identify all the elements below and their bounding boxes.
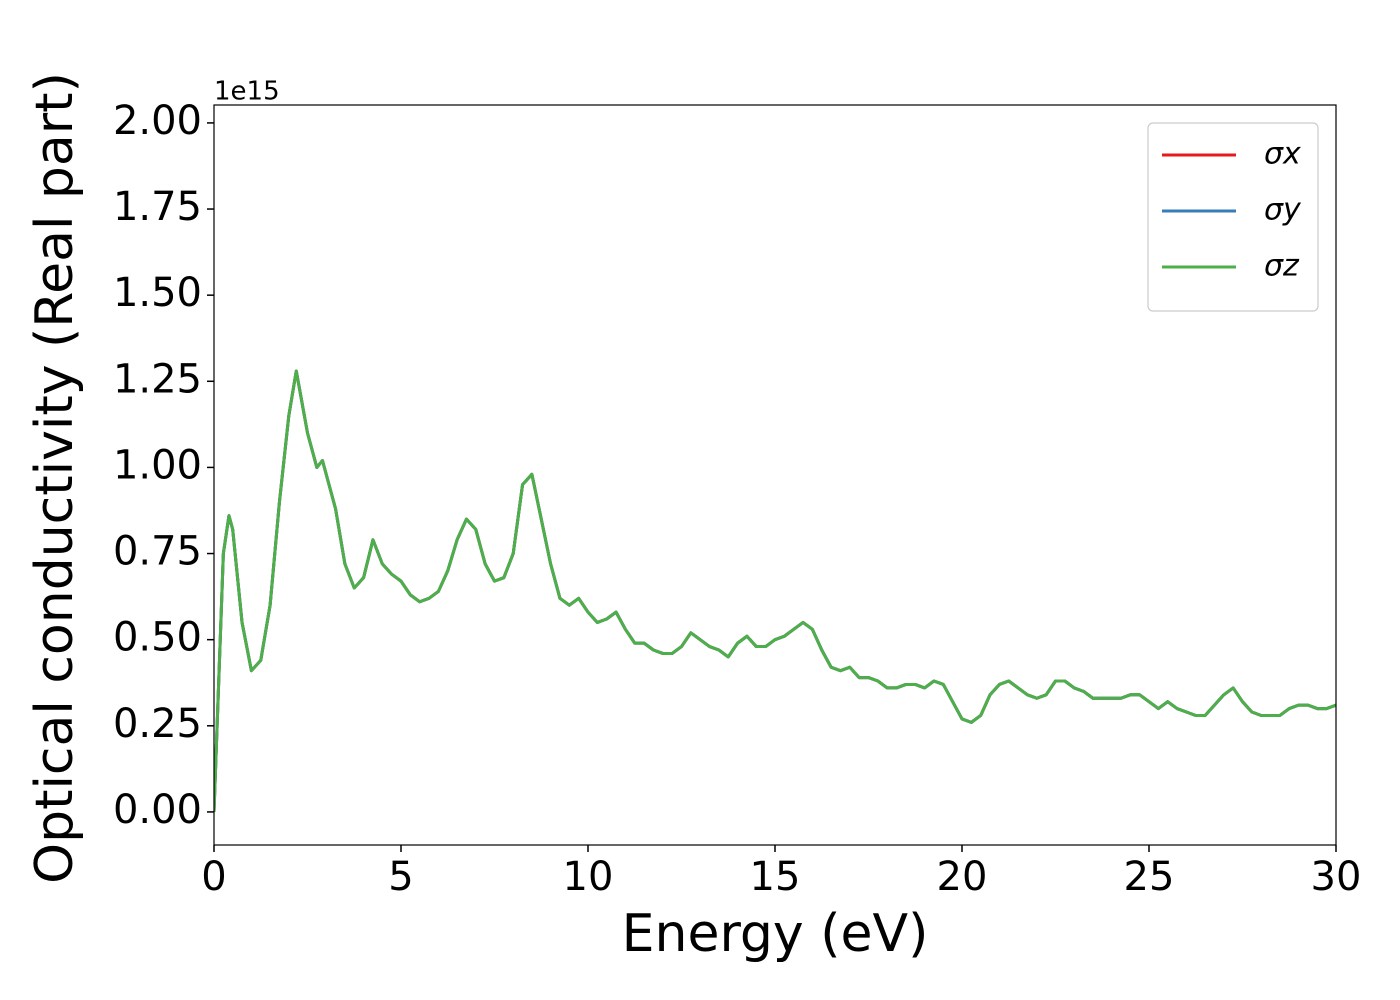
y-tick-label: 1.50 [113,270,202,316]
x-axis-label: Energy (eV) [622,904,929,964]
x-tick-label: 5 [388,854,413,900]
series-line [214,369,1336,812]
legend-label: σx [1264,137,1301,172]
y-tick-label: 1.00 [113,442,202,488]
series-line [214,369,1336,812]
legend-label: σy [1264,193,1302,228]
y-tick-label: 0.00 [113,787,202,833]
x-tick-label: 25 [1124,854,1175,900]
x-tick-label: 15 [750,854,801,900]
y-tick-label: 0.25 [113,701,202,747]
y-tick-label: 2.00 [113,98,202,144]
plot-frame [213,104,1337,846]
legend-label: σz [1264,249,1300,284]
x-tick-label: 10 [563,854,614,900]
x-tick-label: 0 [201,854,226,900]
y-axis-label: Optical conductivity (Real part) [25,72,85,884]
legend-box [1147,122,1319,312]
x-tick-label: 20 [937,854,988,900]
y-tick-label: 0.75 [113,529,202,575]
offset-text: 1e15 [214,77,280,107]
series-line [214,369,1336,812]
x-tick-label: 30 [1311,854,1362,900]
y-tick-label: 1.75 [113,184,202,230]
y-tick-label: 0.50 [113,615,202,661]
y-tick-label: 1.25 [113,356,202,402]
